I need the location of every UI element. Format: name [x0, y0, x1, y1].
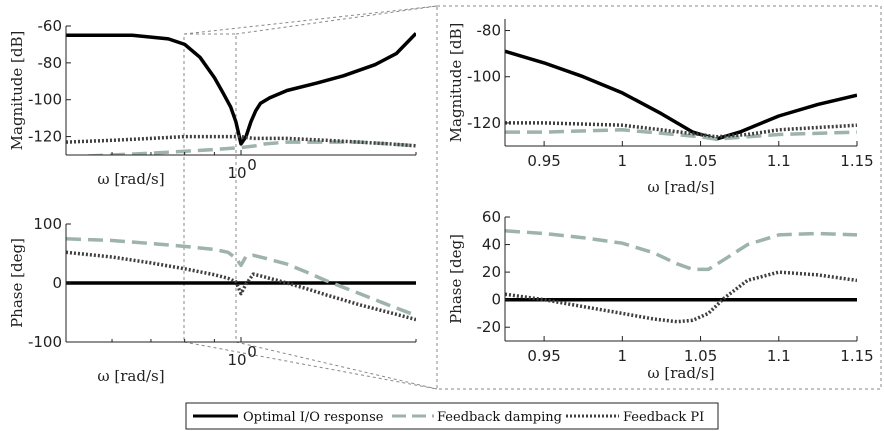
- y-tick-label: -100: [467, 68, 501, 86]
- y-tick-label: 40: [482, 236, 501, 254]
- y-tick-label: -100: [28, 91, 62, 109]
- y-axis-label: Phase [deg]: [447, 234, 465, 324]
- series-line-feedback-damping: [67, 140, 416, 155]
- legend-label-pi: Feedback PI: [623, 410, 704, 425]
- x-tick-label-exponent: 0: [247, 156, 257, 174]
- zoom-connector-top: [183, 5, 438, 35]
- x-axis-label: ω [rad/s]: [647, 178, 714, 196]
- plot-phase-zoom: 60 40 20 0 -20 0.95 1 1.05 1.1 1.15 ω [rad/s] Phase…: [447, 208, 874, 382]
- y-tick-label: 0: [52, 274, 62, 292]
- x-tick-label: 1.05: [684, 347, 717, 365]
- y-tick-label: 20: [482, 263, 501, 281]
- series-line-optimal-i-o-response: [505, 49, 857, 141]
- x-tick-label: 1.15: [840, 347, 873, 365]
- x-tick-label: 1.1: [767, 347, 791, 365]
- zoom-region: [183, 33, 237, 343]
- y-tick-label: -120: [28, 128, 62, 146]
- y-tick-label: 60: [482, 208, 501, 226]
- x-tick-label: 0.95: [527, 347, 560, 365]
- x-tick-label: 1: [618, 347, 628, 365]
- x-tick-label: 1.05: [684, 152, 717, 170]
- legend-box: [185, 402, 719, 430]
- y-axis-label: Phase [deg]: [8, 238, 26, 328]
- plot-magnitude-zoom: -80 -100 -120 0.95 1 1.05 1.1 1.15 ω [rad/s] Magn…: [447, 19, 874, 196]
- y-tick-label: -80: [477, 22, 502, 40]
- legend-label-optimal: Optimal I/O response: [243, 410, 384, 425]
- x-tick-label: 1.1: [767, 152, 791, 170]
- y-axis-label: Magnitude [dB]: [8, 31, 26, 151]
- y-tick-label: -120: [467, 114, 501, 132]
- plot-magnitude-full: -60 -80 -100 -120 10 0 ω [rad/s] Magnitude [dB]: [8, 17, 417, 188]
- x-tick-label: 10: [227, 164, 246, 182]
- zoom-connector-top2: [235, 5, 438, 35]
- y-tick-label: -60: [38, 17, 63, 35]
- series-line-feedback-pi: [505, 270, 857, 324]
- x-axis-label: ω [rad/s]: [97, 367, 164, 385]
- x-tick-label: 0.95: [527, 152, 560, 170]
- series-line-optimal-i-o-response: [66, 32, 416, 146]
- y-tick-label: 0: [491, 291, 501, 309]
- y-axis-label: Magnitude [dB]: [447, 23, 465, 143]
- x-tick-label: 1.15: [840, 152, 873, 170]
- series-line-feedback-damping: [505, 229, 857, 272]
- y-tick-label: 100: [33, 215, 62, 233]
- x-tick-label: 10: [227, 351, 246, 369]
- series-line-feedback-damping: [66, 237, 416, 318]
- y-tick-label: -20: [477, 318, 502, 336]
- y-tick-label: -80: [38, 54, 63, 72]
- x-tick-label-exponent: 0: [247, 343, 257, 361]
- zoom-connector-bottom2: [235, 341, 438, 390]
- x-tick-label: 1: [618, 152, 628, 170]
- series-line-feedback-damping: [505, 128, 857, 141]
- series-line-feedback-pi: [505, 121, 857, 139]
- zoom-frame: [436, 5, 882, 390]
- series-line-feedback-pi: [66, 134, 416, 148]
- zoom-connector-bottom: [183, 341, 438, 390]
- legend: Optimal I/O response Feedback damping Fe…: [185, 402, 719, 430]
- x-axis-label: ω [rad/s]: [97, 170, 164, 188]
- series-line-feedback-pi: [66, 250, 416, 322]
- y-tick-label: -100: [28, 333, 62, 351]
- x-axis-label: ω [rad/s]: [647, 364, 714, 382]
- legend-label-damping: Feedback damping: [437, 410, 562, 425]
